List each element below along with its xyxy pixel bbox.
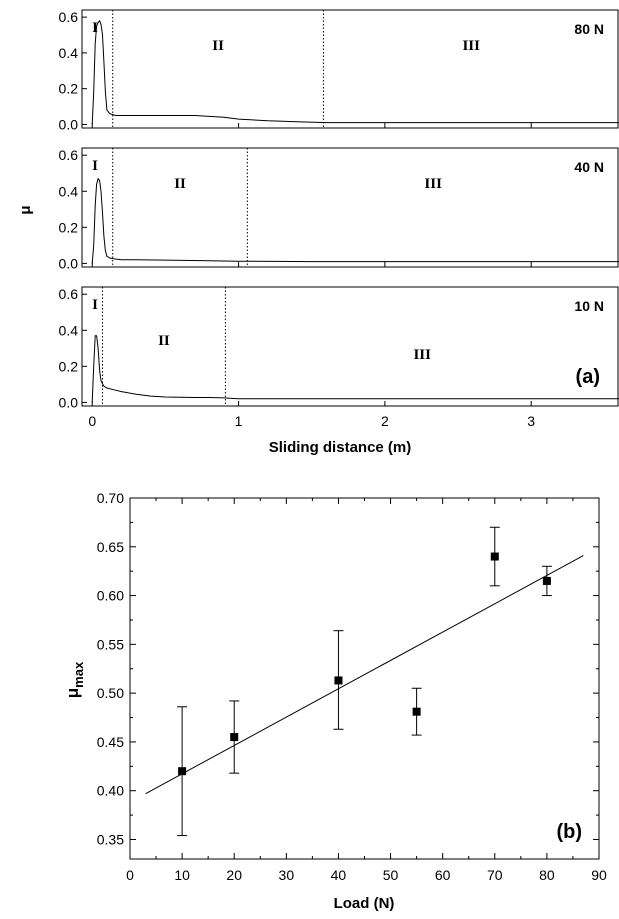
data-point	[490, 552, 499, 561]
data-point	[334, 676, 343, 685]
y-tick-label: 0.40	[97, 783, 124, 799]
y-tick-label: 0.0	[59, 116, 79, 132]
x-tick-label: 20	[226, 867, 242, 883]
x-tick-label: 10	[174, 867, 190, 883]
x-tick-label: 1	[235, 413, 243, 429]
y-axis-title: μ	[17, 205, 34, 214]
panel-label-b: (b)	[556, 821, 582, 843]
region-label: I	[92, 297, 98, 313]
fit-line	[145, 555, 584, 795]
data-point	[178, 767, 187, 776]
x-tick-label: 60	[435, 867, 451, 883]
region-label: II	[212, 38, 224, 54]
y-tick-label: 0.4	[59, 45, 79, 61]
y-tick-label: 0.6	[59, 9, 79, 25]
x-tick-label: 80	[539, 867, 555, 883]
y-tick-label: 0.4	[59, 183, 79, 199]
x-tick-label: 70	[487, 867, 503, 883]
region-label: III	[413, 347, 431, 363]
y-tick-label: 0.0	[59, 255, 79, 271]
region-label: II	[158, 333, 170, 349]
region-label: III	[462, 38, 480, 54]
y-tick-label: 0.70	[97, 490, 124, 506]
data-point	[542, 576, 551, 585]
y-tick-label: 0.50	[97, 685, 124, 701]
region-label: III	[424, 176, 442, 192]
region-label: II	[174, 176, 186, 192]
y-axis-title-b: μmax	[63, 661, 86, 698]
friction-trace	[91, 177, 619, 264]
x-tick-label: 40	[331, 867, 347, 883]
plot-frame	[81, 286, 619, 407]
y-tick-label: 0.6	[59, 147, 79, 163]
y-tick-label: 0.45	[97, 734, 124, 750]
x-axis-title: Sliding distance (m)	[269, 439, 412, 456]
friction-trace	[91, 335, 619, 403]
friction-trace	[91, 19, 619, 125]
load-label: 80 N	[574, 21, 604, 37]
y-tick-label: 0.0	[59, 394, 79, 410]
x-tick-label: 2	[381, 413, 389, 429]
x-tick-label: 3	[527, 413, 535, 429]
y-tick-label: 0.4	[59, 322, 79, 338]
panel-b: 0.35 0.40 0.45 0.50 0.55 0.60 0.65 0.70 0 10 20 30 4…	[63, 490, 607, 912]
y-tick-label: 0.35	[97, 831, 124, 847]
data-point	[412, 707, 421, 716]
y-tick-label: 0.60	[97, 588, 124, 604]
plot-frame-b	[129, 497, 600, 860]
x-tick-label: 0	[88, 413, 96, 429]
x-axis-title-b: Load (N)	[334, 895, 395, 912]
load-label: 40 N	[574, 159, 604, 175]
region-label: I	[92, 158, 98, 174]
x-tick-label: 90	[591, 867, 607, 883]
panel-label-a: (a)	[576, 366, 600, 388]
plot-frame	[81, 147, 619, 268]
y-tick-label: 0.6	[59, 286, 79, 302]
plot-frame	[81, 9, 619, 129]
region-label: I	[92, 20, 98, 36]
y-tick-label: 0.65	[97, 539, 124, 555]
y-tick-label: 0.2	[59, 81, 79, 97]
load-label: 10 N	[574, 298, 604, 314]
x-tick-label: 0	[126, 867, 134, 883]
y-tick-label: 0.55	[97, 636, 124, 652]
x-tick-label: 50	[383, 867, 399, 883]
data-point	[230, 733, 239, 742]
x-tick-label: 30	[279, 867, 295, 883]
y-tick-label: 0.2	[59, 219, 79, 235]
y-tick-label: 0.2	[59, 358, 79, 374]
